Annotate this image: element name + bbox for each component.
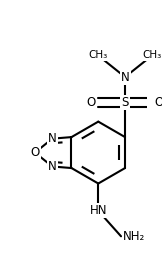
Text: CH₃: CH₃ <box>143 50 162 60</box>
Text: CH₃: CH₃ <box>88 50 107 60</box>
Text: O: O <box>30 146 40 159</box>
Text: N: N <box>121 71 129 83</box>
Text: HN: HN <box>90 204 107 217</box>
Text: O: O <box>87 96 96 109</box>
Text: NH₂: NH₂ <box>123 230 145 243</box>
Text: O: O <box>154 96 162 109</box>
Text: N: N <box>48 160 57 173</box>
Text: S: S <box>121 96 129 109</box>
Text: N: N <box>48 132 57 145</box>
